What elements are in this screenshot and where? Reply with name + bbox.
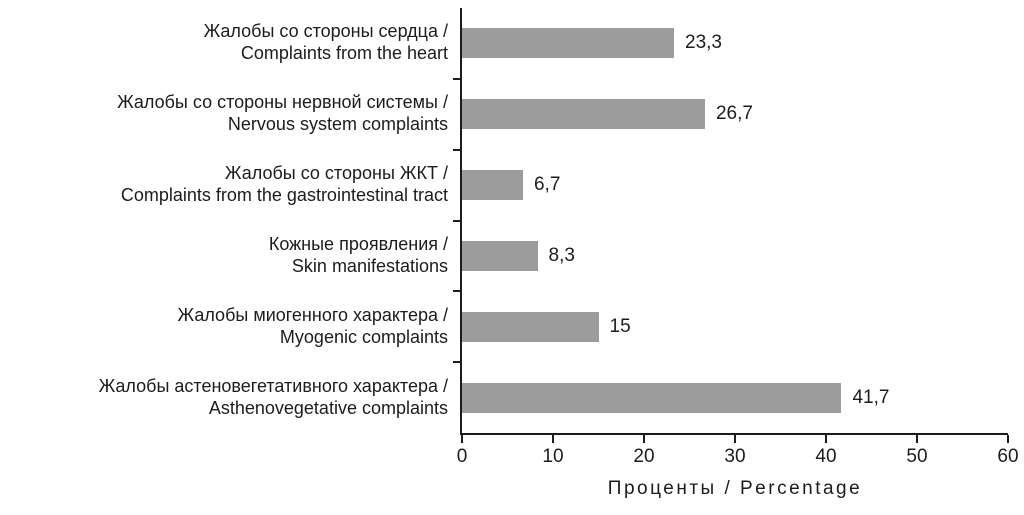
y-tick-mark <box>453 290 460 293</box>
category-label: Жалобы миогенного характера / Myogenic co… <box>177 304 448 347</box>
x-axis-title: Проценты / Percentage <box>607 478 863 499</box>
x-tick-mark <box>734 435 736 443</box>
chart-rows: Жалобы со стороны сердца / Complaints fro… <box>0 8 1008 433</box>
y-tick-mark <box>453 148 460 151</box>
category-label: Жалобы со стороны ЖКТ / Complaints from t… <box>120 163 448 206</box>
x-tick-label: 0 <box>456 446 468 467</box>
category-label: Жалобы со стороны нервной системы / Nervo… <box>117 92 448 135</box>
bar <box>462 28 675 59</box>
x-tick-mark <box>1007 435 1009 443</box>
category-label: Кожные проявления / Skin manifestations <box>268 233 448 276</box>
bar-area: 15 <box>462 291 1008 362</box>
x-axis-line <box>460 433 1008 435</box>
y-tick-mark <box>453 219 460 222</box>
x-tick-label: 20 <box>633 446 655 467</box>
bar-area: 8,3 <box>462 220 1008 291</box>
x-tick-label: 40 <box>815 446 837 467</box>
x-tick-label: 10 <box>542 446 564 467</box>
bar-area: 6,7 <box>462 150 1008 221</box>
chart-row: Жалобы со стороны нервной системы / Nervo… <box>0 79 1008 150</box>
x-tick-mark <box>643 435 645 443</box>
chart-row: Жалобы астеновегетативного характера / As… <box>0 362 1008 433</box>
bar <box>462 99 705 130</box>
bar <box>462 240 538 271</box>
bar <box>462 311 599 342</box>
bar-value-label: 8,3 <box>548 244 575 266</box>
chart-row: Жалобы миогенного характера / Myogenic co… <box>0 291 1008 362</box>
y-axis-line <box>460 8 462 435</box>
x-tick-label: 30 <box>724 446 746 467</box>
y-tick-mark <box>453 77 460 80</box>
bar-value-label: 6,7 <box>533 174 561 196</box>
x-tick-mark <box>916 435 918 443</box>
x-tick-mark <box>825 435 827 443</box>
bar-value-label: 41,7 <box>852 386 890 408</box>
chart-row: Жалобы со стороны сердца / Complaints fro… <box>0 8 1008 79</box>
bar <box>462 170 523 201</box>
bar-value-label: 26,7 <box>715 103 753 125</box>
chart-row: Кожные проявления / Skin manifestations 8,… <box>0 220 1008 291</box>
x-tick-label: 50 <box>906 446 928 467</box>
y-tick-mark <box>453 361 460 364</box>
bar-area: 41,7 <box>462 362 1008 433</box>
y-axis-ticks <box>453 8 460 433</box>
category-label: Жалобы астеновегетативного характера / As… <box>98 375 448 418</box>
bar-value-label: 15 <box>609 315 631 337</box>
category-label: Жалобы со стороны сердца / Complaints fro… <box>203 21 448 64</box>
x-tick-label: 60 <box>997 446 1019 467</box>
bar-area: 23,3 <box>462 8 1008 79</box>
bar-value-label: 23,3 <box>685 32 722 54</box>
bar-area: 26,7 <box>462 79 1008 150</box>
chart-row: Жалобы со стороны ЖКТ / Complaints from t… <box>0 150 1008 221</box>
bar <box>462 382 842 413</box>
x-tick-mark <box>552 435 554 443</box>
x-tick-mark <box>461 435 463 443</box>
